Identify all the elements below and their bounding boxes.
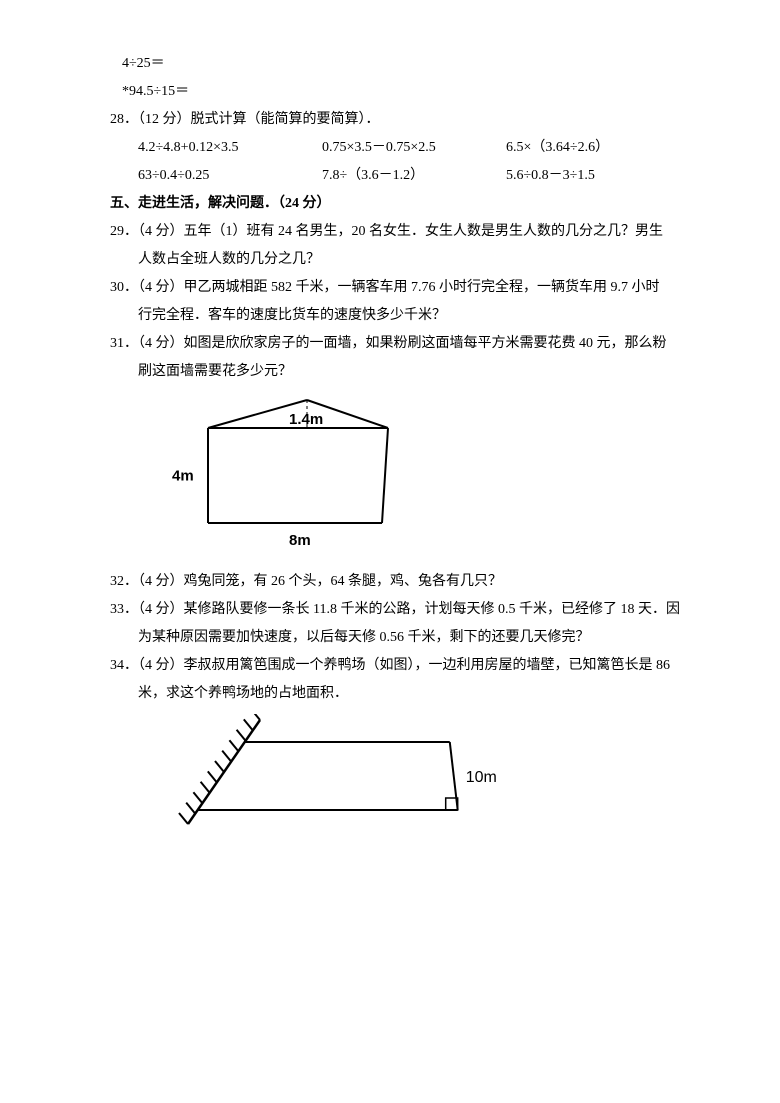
q28-head: 28．（12 分）脱式计算（能简算的要简算）． [110, 106, 690, 134]
q28-row1: 4.2÷4.8+0.12×3.5 0.75×3.5－0.75×2.5 6.5×（… [110, 134, 690, 162]
q31-line1: 31．（4 分）如图是欣欣家房子的一面墙，如果粉刷这面墙每平方米需要花费 40 … [110, 330, 690, 358]
section5-heading: 五、走进生活，解决问题．（24 分） [110, 190, 690, 218]
q31-figure: 1.4m 4m 8m [110, 392, 690, 562]
q28-r1c1: 4.2÷4.8+0.12×3.5 [138, 134, 322, 162]
q28-r2c3: 5.6÷0.8－3÷1.5 [506, 162, 690, 190]
q29-line2: 人数占全班人数的几分之几？ [110, 246, 690, 274]
q30-line2: 行完全程．客车的速度比货车的速度快多少千米？ [110, 302, 690, 330]
q34-line1: 34．（4 分）李叔叔用篱笆围成一个养鸭场（如图），一边利用房屋的墙壁，已知篱笆… [110, 652, 690, 680]
q28-r1c3: 6.5×（3.64÷2.6） [506, 134, 690, 162]
q31-line2: 刷这面墙需要花多少元？ [110, 358, 690, 386]
svg-text:8m: 8m [289, 532, 311, 549]
q28-r1c2: 0.75×3.5－0.75×2.5 [322, 134, 506, 162]
calc-line-b: *94.5÷15＝ [110, 78, 690, 106]
q34-figure: 10m [110, 714, 690, 844]
q33-line2: 为某种原因需要加快速度，以后每天修 0.56 千米，剩下的还要几天修完？ [110, 624, 690, 652]
svg-text:4m: 4m [172, 467, 194, 484]
q30-line1: 30．（4 分）甲乙两城相距 582 千米，一辆客车用 7.76 小时行完全程，… [110, 274, 690, 302]
q29-line1: 29．（4 分）五年（1）班有 24 名男生，20 名女生．女生人数是男生人数的… [110, 218, 690, 246]
q28-r2c2: 7.8÷（3.6－1.2） [322, 162, 506, 190]
q28-r2c1: 63÷0.4÷0.25 [138, 162, 322, 190]
q33-line1: 33．（4 分）某修路队要修一条长 11.8 千米的公路，计划每天修 0.5 千… [110, 596, 690, 624]
calc-line-a: 4÷25＝ [110, 50, 690, 78]
svg-text:10m: 10m [466, 769, 497, 786]
svg-text:1.4m: 1.4m [289, 411, 323, 428]
q28-row2: 63÷0.4÷0.25 7.8÷（3.6－1.2） 5.6÷0.8－3÷1.5 [110, 162, 690, 190]
q32: 32．（4 分）鸡兔同笼，有 26 个头，64 条腿，鸡、兔各有几只？ [110, 568, 690, 596]
q34-line2: 米，求这个养鸭场地的占地面积． [110, 680, 690, 708]
